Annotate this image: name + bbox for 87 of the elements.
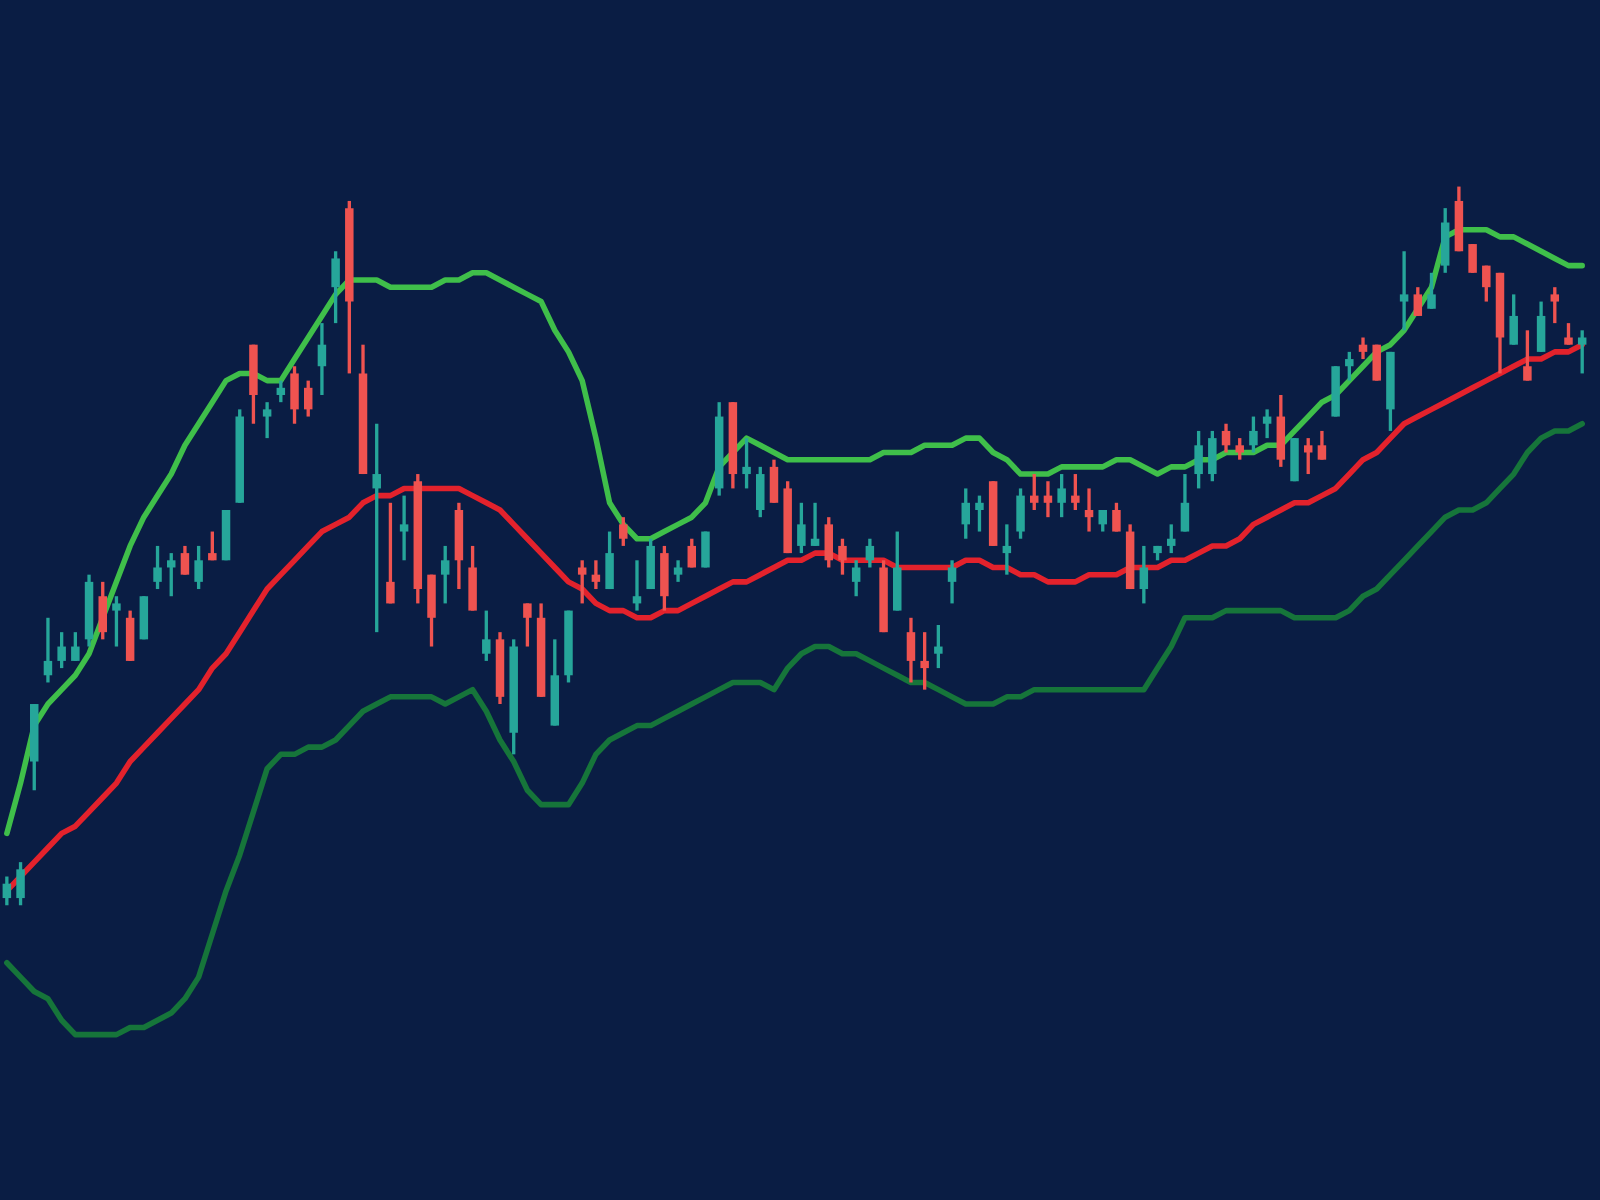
candlestick — [317, 321, 327, 397]
candlestick — [1249, 414, 1258, 455]
candlestick — [1303, 436, 1313, 476]
candlestick — [276, 378, 286, 404]
candlestick — [1345, 350, 1354, 383]
candlestick — [1509, 292, 1518, 347]
candlestick — [57, 630, 66, 670]
candlestick — [1413, 285, 1423, 318]
candlestick — [139, 594, 149, 642]
candlestick — [893, 529, 902, 613]
candlestick — [112, 594, 121, 649]
candlestick — [1564, 321, 1573, 347]
candlestick — [838, 537, 847, 577]
candlestick — [1440, 206, 1450, 275]
candlestick — [673, 558, 683, 584]
candlestick — [1262, 407, 1272, 440]
candlestick — [399, 493, 409, 562]
candlestick — [523, 601, 532, 649]
candlestick — [1112, 501, 1121, 534]
candlestick — [742, 436, 751, 491]
candlestick — [16, 860, 25, 907]
candlestick — [1043, 479, 1053, 519]
candlestick — [440, 544, 450, 606]
candlestick — [1523, 328, 1532, 383]
candlestick — [632, 558, 642, 613]
candlestick — [1057, 472, 1066, 519]
candlestick — [961, 486, 970, 541]
candlestick — [262, 400, 272, 440]
candlestick — [1399, 249, 1409, 332]
candlestick — [646, 537, 655, 591]
candlestick — [1071, 472, 1080, 512]
candlestick — [125, 608, 135, 663]
candlestick — [1084, 486, 1094, 534]
candlestick — [166, 551, 176, 598]
candlestick — [331, 249, 340, 325]
candlestick — [660, 544, 669, 613]
candlestick — [797, 501, 806, 555]
candlestick — [208, 529, 217, 562]
candlestick — [2, 874, 12, 907]
candlestick — [1276, 393, 1286, 469]
candlestick — [1358, 335, 1368, 361]
candlestick — [468, 544, 477, 613]
candlestick — [1577, 328, 1587, 376]
candlestick — [1235, 436, 1244, 462]
candlestick — [1030, 472, 1039, 512]
candlestick — [1139, 544, 1149, 606]
candlestick — [947, 558, 957, 606]
candlestick — [180, 544, 190, 577]
candlestick — [920, 630, 929, 692]
candlestick — [769, 458, 779, 505]
candlestick — [906, 616, 916, 685]
candlestick — [591, 558, 601, 591]
candlestick — [1482, 263, 1491, 304]
candlestick — [153, 544, 162, 591]
candlestick — [577, 558, 587, 606]
candlestick — [194, 544, 203, 591]
candlestick — [1536, 299, 1546, 354]
candlestick — [386, 501, 395, 606]
candlestick — [824, 515, 834, 570]
candlestick — [865, 537, 875, 570]
candlestick — [1550, 285, 1560, 325]
candlestick — [756, 465, 765, 519]
candlestick — [1427, 271, 1436, 311]
candlestick — [851, 558, 861, 598]
candlestick — [1208, 429, 1217, 483]
candlestick — [1180, 472, 1190, 534]
candlestick — [1221, 422, 1231, 455]
candlestick — [605, 529, 614, 591]
candlestick — [71, 630, 80, 663]
candlestick — [290, 364, 299, 426]
candlestick — [482, 608, 491, 663]
candlestick — [687, 537, 697, 570]
candlestick — [1194, 429, 1203, 491]
candlestick — [619, 515, 628, 548]
candlestick — [372, 422, 381, 634]
candlestick — [98, 580, 107, 642]
candlestick — [427, 573, 436, 649]
candlestick — [1166, 522, 1176, 555]
candlestick — [1002, 522, 1012, 577]
candlestick — [934, 623, 943, 670]
candlestick — [810, 501, 820, 548]
candlestick — [1317, 429, 1327, 462]
candlestick — [303, 378, 313, 419]
candlestick — [43, 616, 53, 685]
candlestick — [1016, 486, 1025, 541]
candlestick — [975, 493, 984, 534]
candlestick — [1372, 343, 1381, 383]
